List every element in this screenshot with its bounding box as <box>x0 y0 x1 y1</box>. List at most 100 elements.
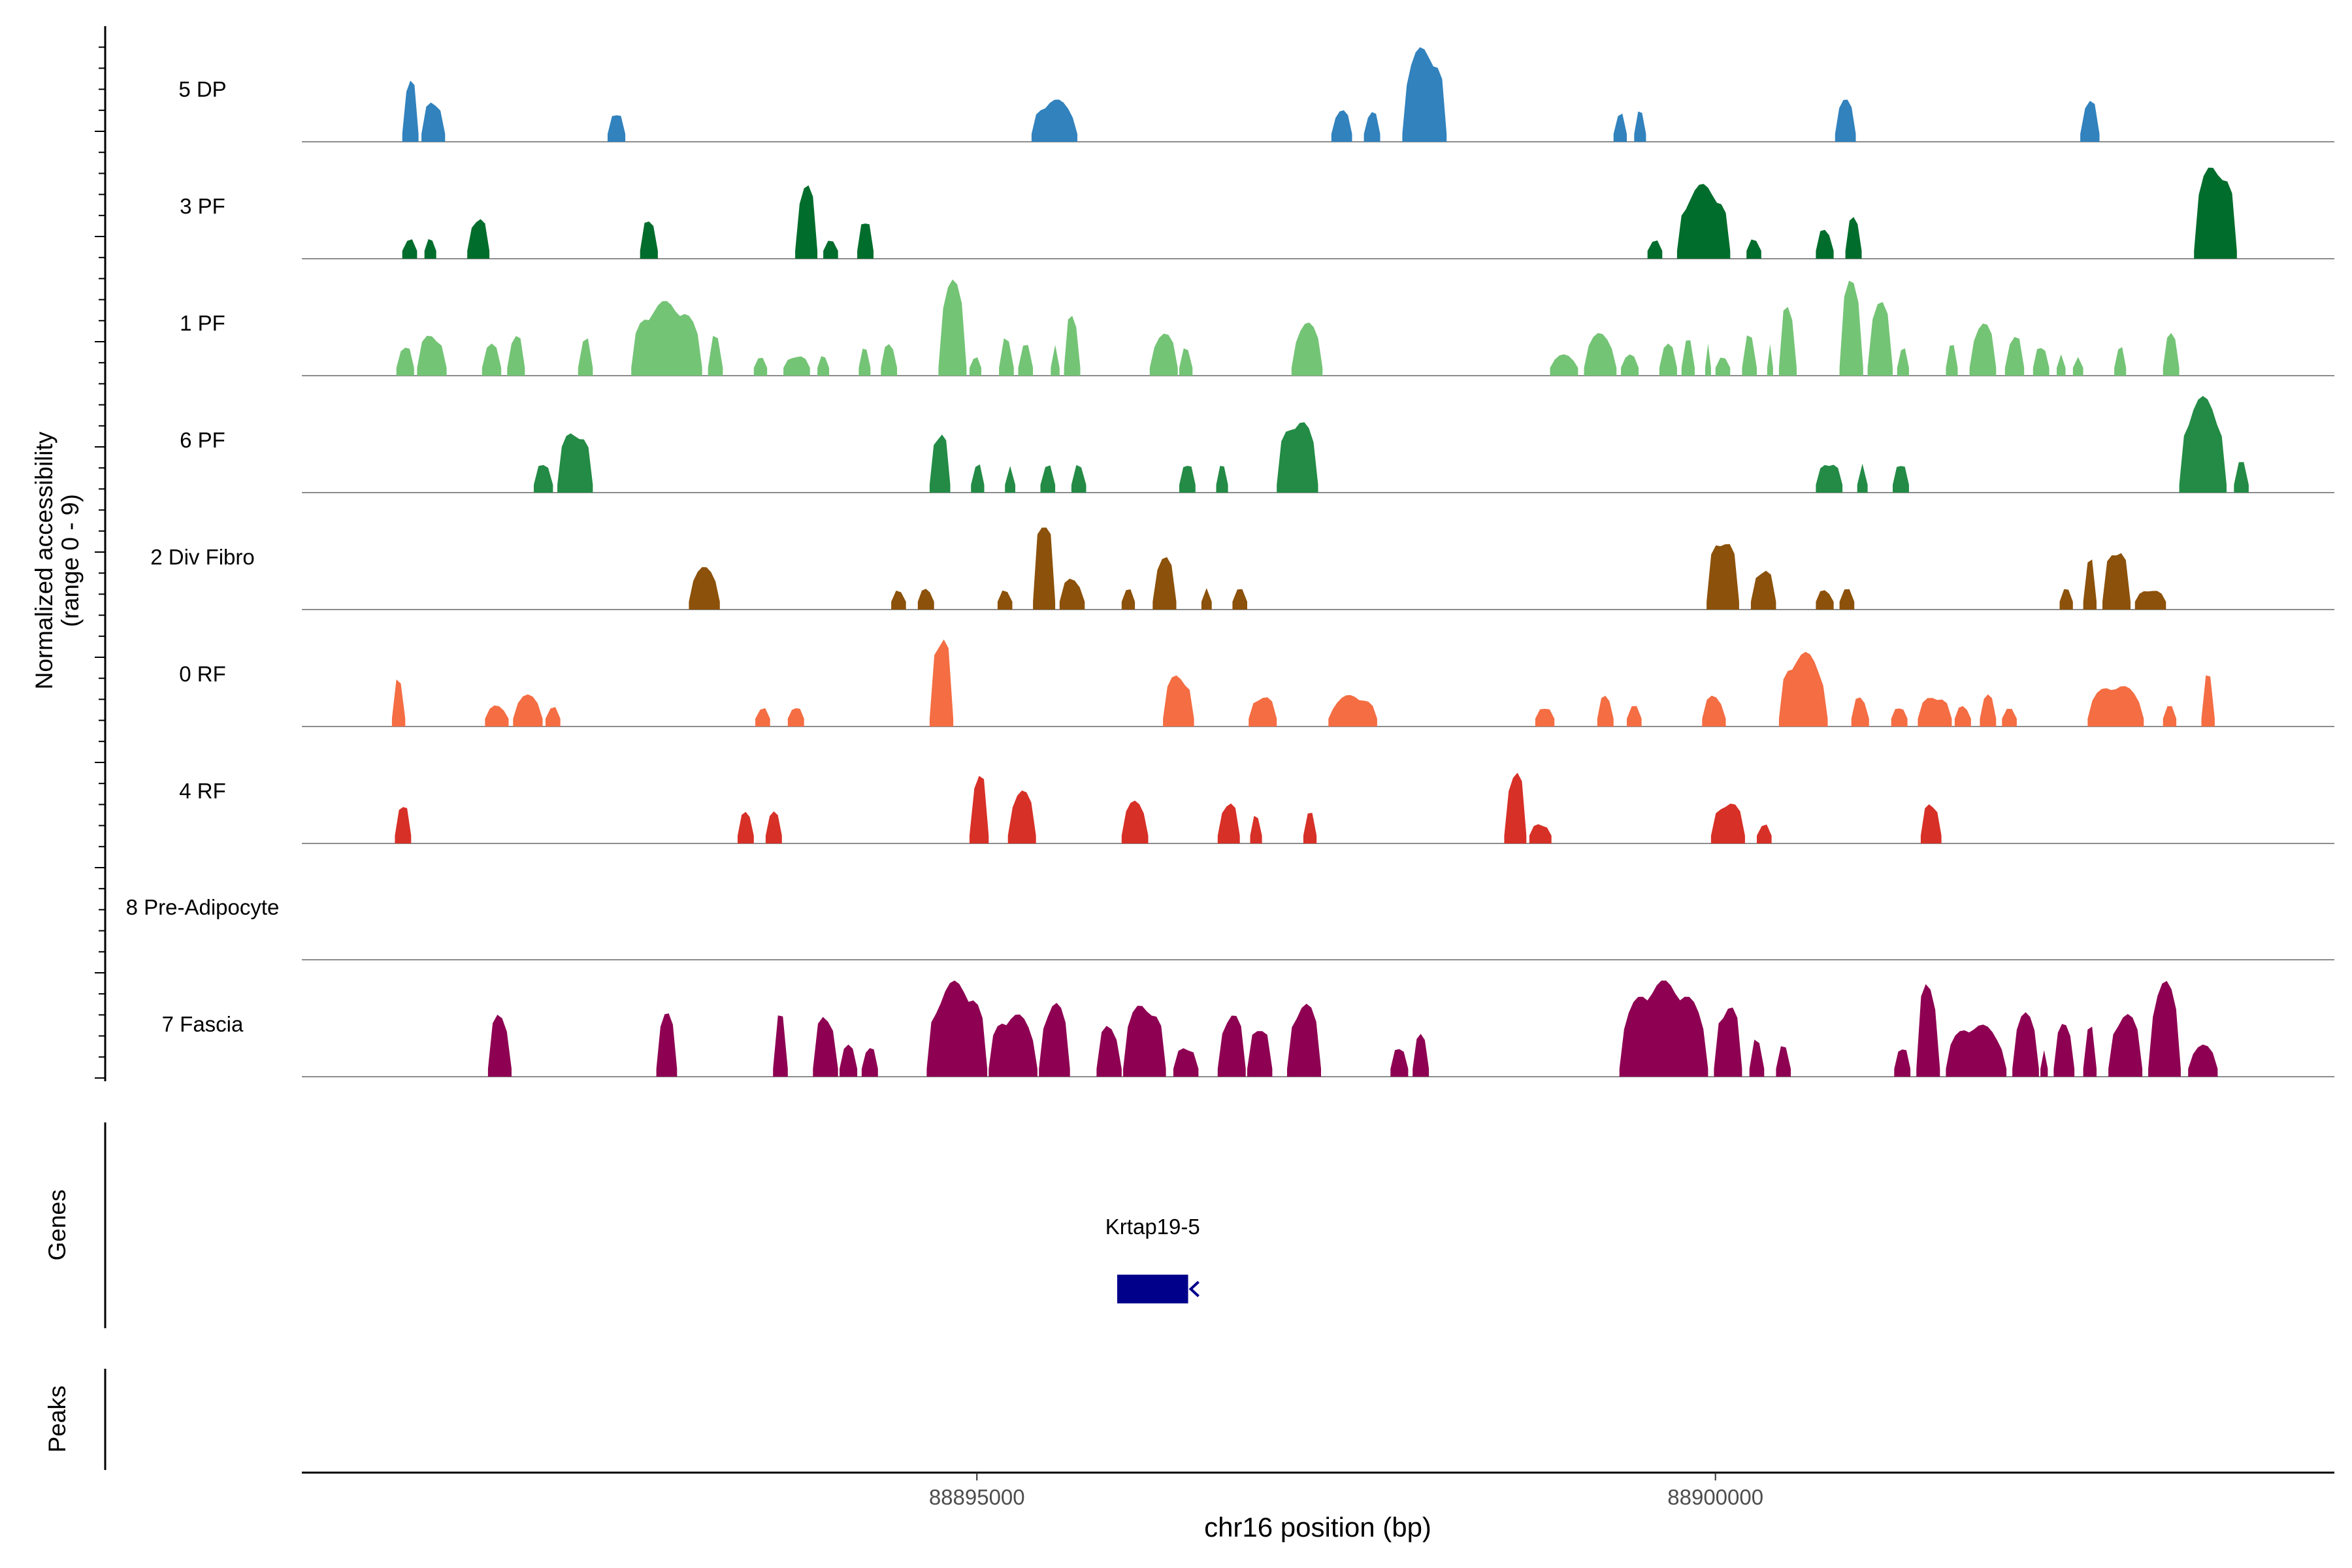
coverage-peak <box>708 336 723 376</box>
track-7-fascia: 7 Fascia <box>162 980 2334 1077</box>
coverage-peak <box>840 1044 858 1077</box>
coverage-peak <box>1750 570 1776 610</box>
coverage-peak <box>1597 695 1614 727</box>
coverage-peak <box>391 679 406 727</box>
coverage-peak <box>1681 340 1695 376</box>
coverage-peak <box>1328 694 1377 727</box>
coverage-peak <box>1707 544 1739 610</box>
coverage-peak <box>2102 553 2131 610</box>
coverage-peak <box>1839 280 1863 376</box>
coverage-peak <box>2083 559 2097 610</box>
peaks-label: Peaks <box>44 1386 71 1453</box>
coverage-peak <box>656 1013 678 1077</box>
coverage-peak <box>1040 465 1056 493</box>
coverage-peak <box>1857 463 1868 493</box>
track-label: 6 PF <box>180 428 225 452</box>
coverage-peak <box>1201 588 1212 610</box>
coverage-peak <box>1918 698 1952 727</box>
track-1-pf: 1 PF <box>180 279 2334 376</box>
gene-body <box>1117 1275 1188 1303</box>
track-label: 4 RF <box>179 779 226 803</box>
x-tick-label: 88900000 <box>1667 1485 1763 1509</box>
coverage-peak <box>1954 706 1971 727</box>
coverage-peak <box>1390 1049 1409 1077</box>
coverage-peak <box>929 639 954 727</box>
track-4-rf: 4 RF <box>179 772 2334 844</box>
track-label: 5 DP <box>178 77 226 101</box>
coverage-peak <box>2179 396 2227 493</box>
coverage-peak <box>1946 345 1958 376</box>
coverage-peak <box>1676 184 1731 259</box>
coverage-peak <box>1121 800 1149 843</box>
coverage-peak <box>783 356 810 376</box>
coverage-peak <box>1767 344 1773 376</box>
coverage-peak <box>1277 422 1318 493</box>
coverage-peak <box>1096 1026 1122 1077</box>
coverage-peak <box>1816 465 1843 493</box>
coverage-peak <box>1659 343 1677 376</box>
coverage-peak <box>1897 348 1909 376</box>
coverage-peak <box>1039 1003 1070 1077</box>
coverage-peak <box>485 705 509 727</box>
coverage-peak <box>1179 466 1196 493</box>
coverage-peak <box>861 1048 878 1077</box>
coverage-peak <box>1710 804 1745 843</box>
track-label: 3 PF <box>180 194 225 218</box>
coverage-peak <box>813 1017 838 1077</box>
coverage-peak <box>1613 113 1627 142</box>
coverage-peak <box>1816 590 1834 610</box>
coverage-peak <box>1216 466 1228 493</box>
x-axis-label: chr16 position (bp) <box>1204 1512 1431 1543</box>
coverage-peak <box>1059 578 1085 610</box>
coverage-peak <box>1121 589 1135 610</box>
coverage-peak <box>2072 357 2083 376</box>
coverage-peak <box>402 80 419 142</box>
coverage-peak <box>2148 981 2181 1077</box>
coverage-peak <box>988 1014 1037 1077</box>
coverage-peak <box>1005 466 1015 493</box>
coverage-peak <box>1303 813 1317 843</box>
coverage-peak <box>1894 1049 1911 1077</box>
coverage-peak <box>2053 1024 2075 1077</box>
coverage-peak <box>938 279 967 376</box>
coverage-peak <box>926 980 988 1077</box>
coverage-peak <box>534 465 553 493</box>
coverage-peak <box>417 336 447 376</box>
coverage-peak <box>1291 322 1323 376</box>
coverage-peak <box>1504 772 1527 843</box>
coverage-peak <box>1071 465 1086 493</box>
coverage-peak <box>2163 333 2180 376</box>
coverage-peak <box>1916 984 1940 1077</box>
coverage-peak <box>999 338 1014 376</box>
coverage-peak <box>1778 306 1797 376</box>
coverage-peak <box>2188 1044 2218 1077</box>
coverage-peak <box>1776 1046 1791 1077</box>
coverage-peak <box>1123 1005 1166 1077</box>
genes-label: Genes <box>44 1189 71 1260</box>
coverage-peak <box>2083 1026 2097 1077</box>
coverage-peak <box>396 348 414 376</box>
coverage-peak <box>2004 336 2025 376</box>
coverage-peak <box>969 776 989 843</box>
coverage-peak <box>2087 686 2144 727</box>
coverage-peak <box>1647 240 1663 259</box>
coverage-peak <box>795 185 818 259</box>
coverage-peak <box>1232 589 1247 610</box>
coverage-peak <box>1702 695 1726 727</box>
coverage-peak <box>1816 229 1834 259</box>
track-label: 2 Div Fibro <box>150 545 255 569</box>
coverage-peak <box>817 356 830 376</box>
coverage-peak <box>971 464 985 493</box>
coverage-peak <box>1287 1004 1321 1077</box>
coverage-peak <box>1033 527 1056 610</box>
peaks-panel: Peaks <box>44 1369 106 1470</box>
coverage-peak <box>2040 1050 2048 1077</box>
coverage-peak <box>2057 354 2066 376</box>
coverage-peak <box>1705 344 1711 376</box>
coverage-peak <box>1584 333 1617 376</box>
coverage-peak <box>1550 354 1578 376</box>
coverage-peak <box>1778 651 1828 727</box>
coverage-peak <box>2002 708 2017 727</box>
coverage-peak <box>1867 302 1893 376</box>
